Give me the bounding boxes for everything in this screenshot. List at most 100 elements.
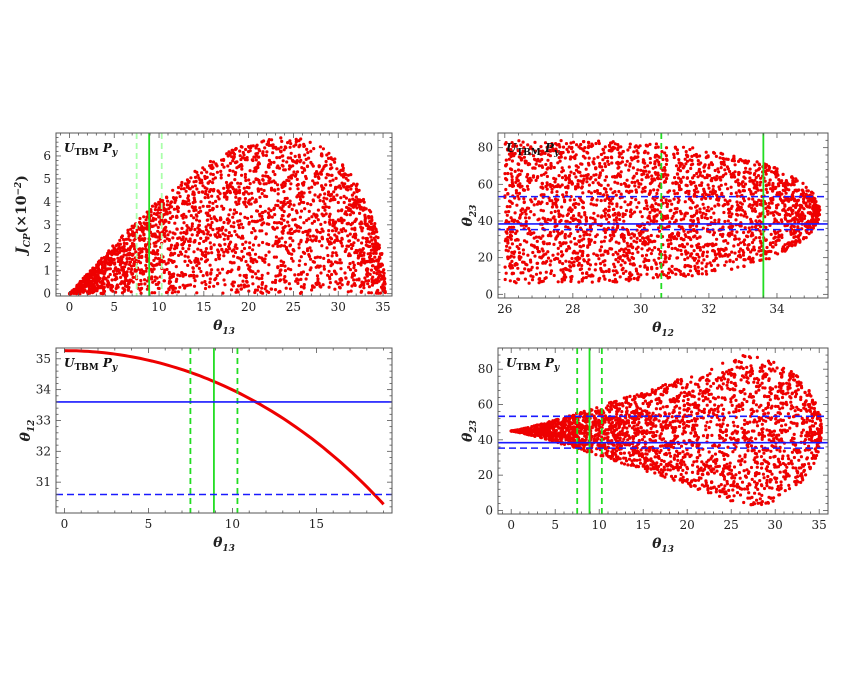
scatter-point [369, 210, 373, 214]
scatter-point [693, 267, 697, 271]
scatter-point [118, 238, 122, 242]
scatter-point [638, 144, 642, 148]
scatter-point [322, 264, 326, 268]
scatter-point [669, 238, 673, 242]
scatter-point [259, 187, 263, 191]
scatter-point [700, 272, 704, 276]
scatter-point [506, 227, 510, 231]
scatter-point [140, 268, 144, 272]
scatter-point [209, 188, 213, 192]
scatter-point [212, 284, 216, 288]
scatter-point [221, 225, 225, 229]
scatter-point [616, 260, 620, 264]
scatter-point [176, 236, 180, 240]
scatter-point [208, 241, 212, 245]
scatter-point [125, 242, 129, 246]
scatter-point [611, 226, 615, 230]
scatter-point [188, 228, 192, 232]
scatter-point [197, 266, 201, 270]
scatter-point [369, 268, 374, 272]
scatter-point [226, 250, 230, 254]
scatter-point [609, 141, 613, 145]
scatter-point [220, 247, 224, 251]
scatter-point [226, 269, 230, 274]
scatter-point [178, 285, 182, 289]
scatter-point [298, 259, 302, 263]
scatter-point [316, 264, 320, 268]
scatter-point [738, 253, 742, 257]
scatter-point [722, 173, 726, 177]
scatter-point [236, 256, 240, 260]
scatter-point [335, 253, 339, 257]
scatter-point [610, 149, 614, 153]
scatter-point [734, 257, 739, 261]
scatter-point [182, 240, 187, 244]
scatter-point [737, 183, 741, 187]
scatter-point [534, 162, 538, 166]
scatter-point [191, 190, 195, 194]
scatter-point [240, 249, 244, 253]
scatter-point [264, 232, 268, 236]
scatter-point [614, 193, 618, 197]
scatter-point [601, 158, 605, 162]
scatter-point [338, 184, 342, 188]
scatter-point [311, 179, 315, 183]
scatter-point [365, 274, 369, 278]
scatter-point [724, 246, 728, 250]
scatter-point [781, 172, 785, 176]
scatter-point [351, 272, 355, 276]
scatter-point [683, 257, 687, 262]
scatter-point [276, 147, 281, 151]
scatter-point [344, 276, 348, 280]
scatter-point [157, 200, 161, 204]
scatter-point [679, 236, 683, 240]
scatter-point [102, 285, 106, 289]
scatter-point [757, 163, 762, 167]
scatter-point [256, 269, 260, 273]
scatter-point [330, 229, 335, 233]
scatter-point [648, 210, 652, 215]
scatter-point [509, 216, 513, 220]
scatter-point [255, 209, 259, 213]
scatter-point [281, 154, 285, 158]
scatter-point [279, 149, 283, 153]
scatter-point [344, 173, 348, 177]
scatter-point [702, 206, 706, 210]
scatter-point [521, 188, 526, 192]
scatter-point [192, 198, 197, 202]
scatter-point [508, 279, 512, 283]
scatter-point [612, 262, 616, 266]
scatter-point [749, 250, 753, 254]
scatter-point [113, 261, 117, 265]
scatter-point [151, 280, 155, 284]
scatter-point [655, 191, 659, 196]
y-tick-label: 0 [43, 287, 51, 301]
scatter-point [696, 190, 700, 194]
scatter-point [566, 212, 571, 216]
scatter-point [96, 273, 100, 277]
scatter-point [193, 279, 197, 283]
scatter-point [203, 176, 207, 181]
scatter-point [558, 241, 562, 245]
scatter-point [180, 214, 184, 218]
scatter-point [328, 218, 332, 222]
scatter-point [597, 257, 601, 261]
scatter-point [336, 261, 340, 265]
scatter-point [598, 161, 602, 166]
scatter-point [108, 250, 112, 254]
scatter-point [205, 170, 209, 174]
scatter-point [326, 253, 330, 258]
scatter-point [234, 147, 238, 151]
scatter-point [652, 207, 657, 211]
scatter-point [688, 180, 693, 184]
scatter-point [257, 255, 261, 259]
scatter-point [704, 150, 708, 154]
scatter-point [162, 228, 166, 232]
scatter-point [664, 154, 669, 158]
scatter-point [237, 284, 241, 288]
scatter-point [207, 285, 211, 289]
scatter-point [361, 226, 365, 230]
scatter-point [543, 219, 547, 223]
scatter-point [297, 202, 301, 206]
scatter-point [613, 265, 617, 269]
